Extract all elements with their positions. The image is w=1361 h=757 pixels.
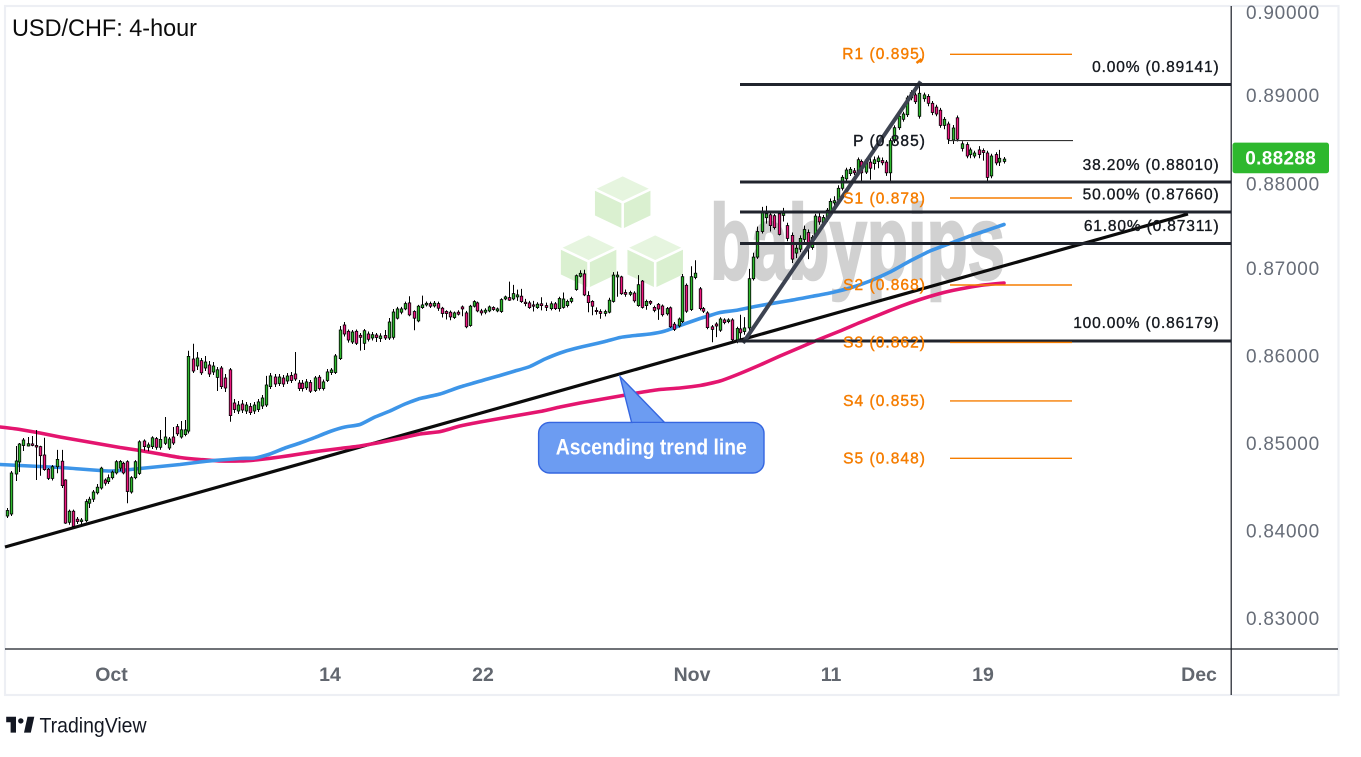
svg-text:100.00% (0.86179): 100.00% (0.86179) <box>1073 315 1219 332</box>
svg-text:22: 22 <box>472 664 494 686</box>
svg-text:USD/CHF: 4-hour: USD/CHF: 4-hour <box>12 15 197 42</box>
svg-text:0.85000: 0.85000 <box>1246 434 1320 455</box>
svg-text:R1 (0.895): R1 (0.895) <box>842 46 926 63</box>
svg-text:38.20% (0.88010): 38.20% (0.88010) <box>1083 157 1220 174</box>
svg-text:S3 (0.862): S3 (0.862) <box>843 335 926 352</box>
svg-text:S1 (0.878): S1 (0.878) <box>843 190 926 207</box>
svg-text:Nov: Nov <box>674 664 711 686</box>
svg-text:19: 19 <box>972 664 994 686</box>
svg-text:14: 14 <box>319 664 341 686</box>
svg-text:TradingView: TradingView <box>40 715 148 738</box>
svg-text:0.87000: 0.87000 <box>1246 259 1320 280</box>
svg-text:61.80% (0.87311): 61.80% (0.87311) <box>1084 218 1220 235</box>
svg-text:S2 (0.868): S2 (0.868) <box>843 277 926 294</box>
svg-text:S4 (0.855): S4 (0.855) <box>843 393 926 410</box>
svg-text:50.00% (0.87660): 50.00% (0.87660) <box>1083 187 1220 204</box>
svg-text:0.90000: 0.90000 <box>1246 3 1320 24</box>
svg-text:0.89000: 0.89000 <box>1246 86 1320 107</box>
svg-text:S5 (0.848): S5 (0.848) <box>843 451 926 468</box>
svg-text:0.88000: 0.88000 <box>1246 175 1320 196</box>
svg-text:Dec: Dec <box>1181 664 1217 686</box>
svg-text:0.00% (0.89141): 0.00% (0.89141) <box>1092 59 1219 76</box>
svg-text:Oct: Oct <box>95 664 128 686</box>
svg-text:0.88288: 0.88288 <box>1245 149 1316 170</box>
svg-text:11: 11 <box>821 664 842 686</box>
svg-text:0.83000: 0.83000 <box>1246 609 1320 630</box>
svg-text:0.86000: 0.86000 <box>1246 347 1320 368</box>
svg-text:Ascending trend line: Ascending trend line <box>556 435 747 460</box>
svg-text:0.84000: 0.84000 <box>1246 522 1320 543</box>
svg-text:P (0.885): P (0.885) <box>853 133 926 150</box>
